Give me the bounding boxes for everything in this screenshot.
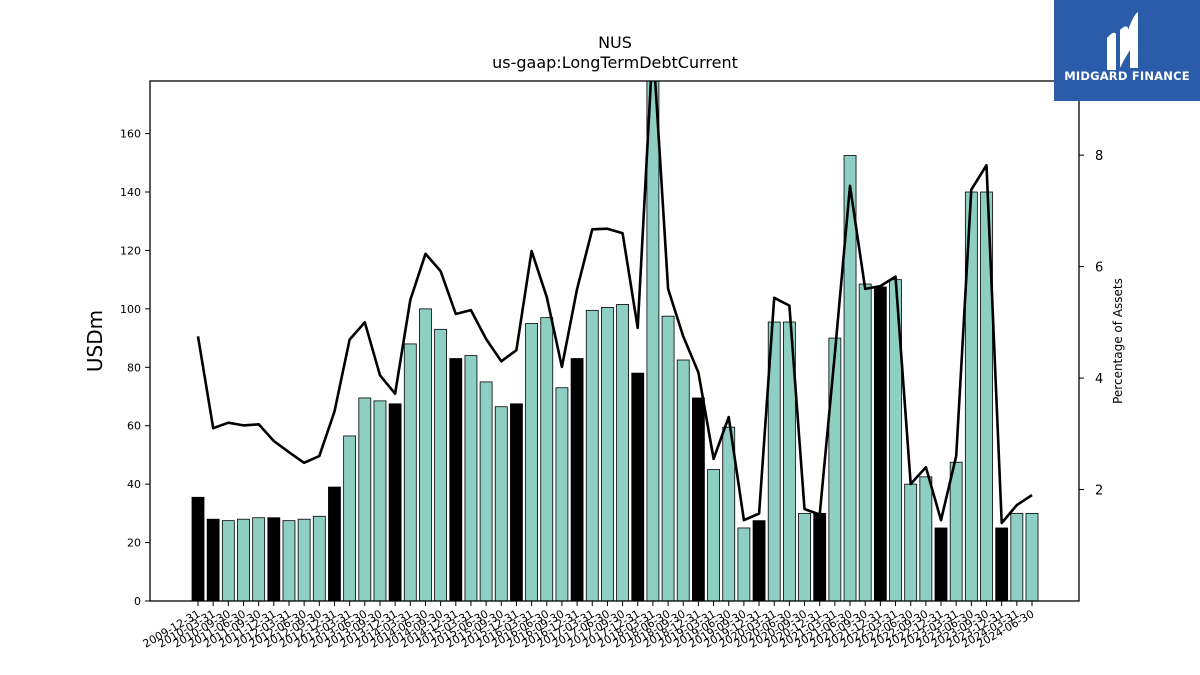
bar (631, 372, 645, 601)
bar (737, 527, 751, 601)
bar (419, 308, 432, 601)
bar (297, 518, 311, 601)
y-tick-label: 40 (127, 478, 141, 491)
bar (843, 155, 857, 601)
bar (616, 304, 629, 601)
series-line (196, 81, 1033, 525)
bar (813, 512, 827, 601)
bar (858, 283, 872, 601)
bar (692, 397, 705, 601)
y-tick-label-right: 8 (1095, 149, 1103, 164)
bar (434, 328, 448, 601)
y-tick-label: 0 (134, 595, 141, 608)
bar (555, 387, 569, 601)
y-tick-label: 140 (120, 186, 141, 199)
bar (707, 469, 720, 601)
y-tick-label: 160 (120, 128, 141, 141)
chart-title: NUS (598, 33, 632, 52)
y-tick-label-right: 4 (1095, 372, 1103, 387)
bar (585, 309, 599, 601)
logo: MIDGARD FINANCE (1054, 0, 1200, 101)
plot-frame (149, 80, 1080, 602)
bar (237, 518, 250, 601)
bar (540, 317, 554, 601)
bar (1010, 512, 1024, 601)
bar (919, 476, 933, 601)
logo-text: MIDGARD FINANCE (1064, 69, 1190, 83)
bar (995, 527, 1009, 601)
y-axis-label-right: Percentage of Assets (1111, 278, 1125, 404)
bar (601, 307, 614, 601)
bar (767, 321, 781, 601)
bar (934, 527, 948, 601)
bar (191, 496, 205, 601)
bar (949, 461, 963, 601)
y-tick-label-right: 6 (1095, 261, 1103, 276)
bar (282, 520, 296, 601)
bar (873, 286, 887, 601)
bar (221, 520, 235, 601)
bar (343, 435, 357, 601)
bar (510, 403, 523, 601)
y-tick-label: 100 (120, 303, 141, 316)
bar (646, 81, 660, 601)
bar (449, 358, 463, 601)
bar (661, 315, 675, 601)
bar (1025, 512, 1039, 601)
bar (525, 323, 538, 601)
bar (252, 517, 266, 601)
bar (494, 406, 508, 601)
bar (479, 381, 493, 601)
chart-subtitle: us-gaap:LongTermDebtCurrent (492, 53, 738, 72)
y-axis-label: USDm (83, 310, 107, 372)
bar (267, 517, 281, 601)
y-tick-label: 60 (127, 420, 141, 433)
y-tick-label: 80 (127, 361, 141, 374)
y-tick-label: 120 (120, 244, 141, 257)
bar (676, 359, 690, 601)
bar (312, 515, 326, 601)
bar (403, 343, 417, 601)
bar (206, 518, 220, 601)
bar-group (191, 81, 1039, 601)
y-tick-label-right: 2 (1095, 484, 1103, 499)
line-group (196, 81, 1033, 525)
bar (570, 358, 584, 601)
bar (373, 400, 387, 601)
bar (328, 486, 341, 601)
bar (752, 520, 766, 601)
bar (464, 355, 478, 601)
midgard-m-icon (1107, 12, 1138, 70)
bar (722, 426, 736, 601)
axes: 02040608010012014016024682009-12-312010-… (120, 80, 1103, 651)
bar (828, 337, 842, 601)
bar (798, 512, 811, 601)
bar (358, 397, 372, 601)
y-tick-label: 20 (127, 537, 141, 550)
bar (904, 483, 918, 601)
bar (388, 403, 402, 601)
